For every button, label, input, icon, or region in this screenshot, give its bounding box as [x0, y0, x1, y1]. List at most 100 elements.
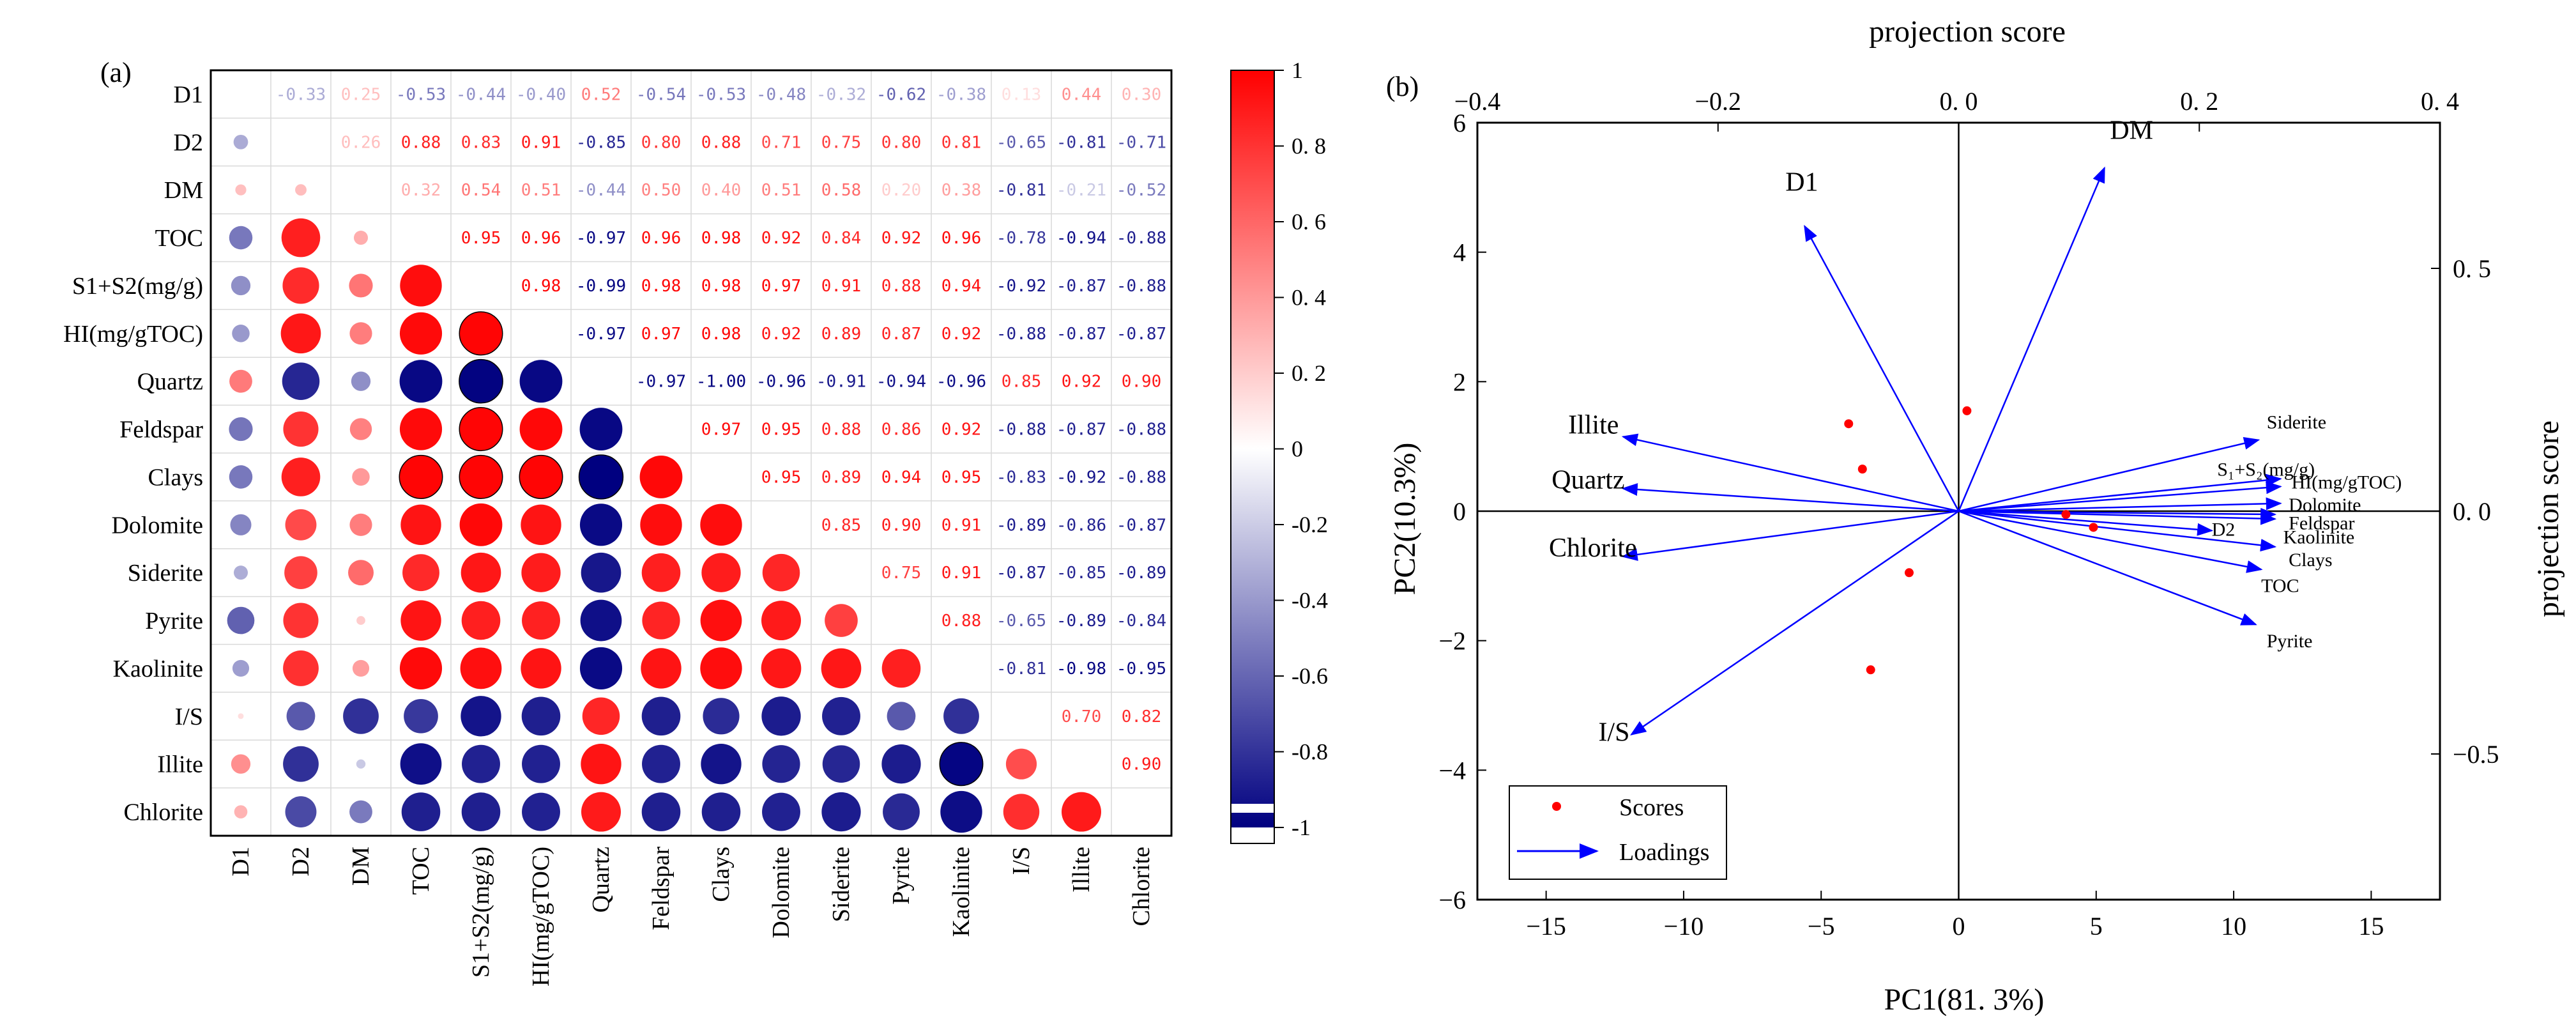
corr-value-D2-Siderite: 0.75: [821, 133, 862, 152]
corr-value-Siderite-I/S: -0.87: [996, 564, 1046, 583]
row-labels: D1 D2 DM TOC S1+S2(mg/g) HI(mg/gTOC) Quartz Fel…: [63, 81, 203, 826]
corr-circle-Dolomite-Clays: [700, 503, 742, 546]
row-label: Clays: [148, 464, 203, 491]
colorbar-gap: [1231, 804, 1274, 813]
loading-arrow-Siderite: [1958, 437, 2260, 512]
corr-value-Clays-Chlorite: -0.88: [1117, 468, 1166, 487]
x-tick-label: −10: [1664, 912, 1704, 941]
loading-arrow-DM: [1958, 166, 2105, 512]
corr-circle-Siderite-Feldspar: [641, 553, 681, 592]
corr-circle-Illite-Quartz: [581, 744, 621, 785]
loading-vectors: D1 DM Illite Quartz Chlorite I/S Siderite S₁+S₂…: [1549, 116, 2402, 747]
corr-value-D2-Illite: -0.81: [1056, 133, 1106, 152]
corr-value-DM-Chlorite: -0.52: [1117, 181, 1166, 200]
corr-value-D1-S1+S2(mg/g): -0.44: [456, 85, 506, 104]
corr-value-D2-I/S: -0.65: [996, 133, 1046, 152]
corr-circle-Clays-HI(mg/gTOC): [519, 454, 563, 499]
correlation-cells: -0.33 0.25 -0.53 -0.44 -0.40 0.52 -0.54 -0.53 -0…: [227, 85, 1166, 833]
corr-circle-Chlorite-Quartz: [581, 792, 621, 832]
corr-circle-Siderite-Clays: [701, 553, 741, 592]
corr-circle-Siderite-D2: [284, 556, 317, 590]
right-tick-label: −0.5: [2453, 740, 2499, 769]
corr-value-D1-Clays: -0.53: [696, 85, 746, 104]
top-tick-label: 0. 4: [2421, 87, 2459, 116]
loading-arrow-Pyrite: [1958, 510, 2257, 626]
x-tick-label: −5: [1808, 912, 1835, 941]
corr-value-Kaolinite-Illite: -0.98: [1056, 659, 1106, 679]
corr-circle-TOC-DM: [353, 231, 369, 245]
corr-value-DM-I/S: -0.81: [996, 181, 1046, 200]
legend-box: [1509, 785, 1727, 880]
corr-value-S1+S2(mg/g)-Chlorite: -0.88: [1117, 277, 1166, 296]
corr-value-DM-Dolomite: 0.51: [761, 181, 802, 200]
corr-circle-TOC-D2: [281, 218, 321, 258]
corr-value-HI(mg/gTOC)-Illite: -0.87: [1056, 325, 1106, 344]
corr-value-Pyrite-I/S: -0.65: [996, 611, 1046, 631]
corr-value-TOC-Quartz: -0.97: [576, 229, 626, 248]
corr-value-Kaolinite-Chlorite: -0.95: [1117, 659, 1166, 679]
colorbar-tick-label: 0: [1292, 436, 1303, 462]
correlation-grid: [211, 70, 1171, 836]
corr-circle-I/S-TOC: [404, 698, 438, 734]
corr-circle-I/S-D2: [286, 702, 316, 731]
loading-arrow-S₁+S₂(mg/g): [1958, 473, 2282, 512]
corr-value-TOC-Pyrite: 0.92: [881, 229, 922, 248]
score-point-4: [2061, 510, 2071, 519]
biplot-ticks: −15 −10 −5 0 5 10 15 6 4 2 0 −2 −4 −6 −0.4 −0.2 0. 0 0. 2…: [1438, 87, 2499, 941]
panel-b-pca-biplot: (b) projection score PC1(81. 3%) PC2(10.…: [1386, 15, 2565, 1017]
corr-circle-Quartz-DM: [351, 371, 371, 391]
corr-circle-Chlorite-TOC: [401, 792, 441, 831]
corr-circle-Chlorite-I/S: [1003, 794, 1040, 830]
corr-value-D1-Dolomite: -0.48: [756, 85, 806, 104]
corr-value-Quartz-Dolomite: -0.96: [756, 373, 806, 392]
colorbar-tick-label: -0.8: [1292, 739, 1328, 765]
corr-value-Feldspar-Kaolinite: 0.92: [941, 420, 982, 440]
corr-value-Clays-Kaolinite: 0.95: [941, 468, 982, 487]
corr-value-Quartz-Feldspar: -0.97: [636, 373, 686, 392]
loading-label-DM: DM: [2110, 116, 2153, 145]
colorbar-tick-label: -0.6: [1292, 663, 1328, 689]
corr-value-DM-Clays: 0.40: [701, 181, 742, 200]
corr-circle-Illite-S1+S2(mg/g): [462, 744, 500, 783]
corr-value-Feldspar-Pyrite: 0.86: [881, 420, 922, 440]
colorbar-tick-label: -0.2: [1292, 512, 1328, 537]
corr-value-S1+S2(mg/g)-I/S: -0.92: [996, 277, 1046, 296]
corr-circle-I/S-Kaolinite: [943, 698, 979, 734]
corr-circle-Illite-Dolomite: [762, 745, 800, 783]
corr-circle-Siderite-S1+S2(mg/g): [461, 552, 501, 593]
right-tick-label: 0. 0: [2453, 497, 2491, 526]
corr-circle-Kaolinite-Quartz: [579, 647, 623, 690]
corr-value-Feldspar-Chlorite: -0.88: [1117, 420, 1166, 440]
colorbar-gradient: [1231, 70, 1274, 827]
corr-value-S1+S2(mg/g)-Illite: -0.87: [1056, 277, 1106, 296]
corr-circle-Clays-D1: [229, 465, 253, 489]
corr-value-D1-HI(mg/gTOC): -0.40: [516, 85, 566, 104]
corr-value-D2-Dolomite: 0.71: [761, 133, 802, 152]
corr-value-D1-Chlorite: 0.30: [1122, 85, 1162, 104]
corr-value-TOC-Siderite: 0.84: [821, 229, 862, 248]
x-tick-label: 10: [2221, 912, 2246, 941]
matrix-frame: [210, 69, 1173, 837]
corr-circle-Illite-Feldspar: [642, 744, 680, 783]
corr-circle-Quartz-TOC: [399, 360, 443, 403]
loading-label-Dolomite: Dolomite: [2289, 495, 2361, 516]
corr-value-Feldspar-Siderite: 0.88: [821, 420, 862, 440]
corr-value-Clays-Dolomite: 0.95: [761, 468, 802, 487]
corr-circle-Pyrite-D1: [227, 606, 255, 634]
corr-value-D2-Quartz: -0.85: [576, 133, 626, 152]
corr-value-HI(mg/gTOC)-Siderite: 0.89: [821, 325, 862, 344]
colorbar-tick-label: -1: [1292, 815, 1311, 840]
column-label: Dolomite: [768, 847, 795, 939]
column-label: Siderite: [828, 847, 855, 922]
corr-value-D2-Kaolinite: 0.81: [941, 133, 982, 152]
corr-value-S1+S2(mg/g)-Siderite: 0.91: [821, 277, 862, 296]
corr-value-D2-HI(mg/gTOC): 0.91: [521, 133, 561, 152]
corr-circle-Kaolinite-Feldspar: [641, 648, 682, 689]
corr-circle-DM-D2: [295, 184, 307, 196]
corr-circle-I/S-Pyrite: [887, 702, 916, 731]
corr-circle-HI(mg/gTOC)-D2: [280, 313, 321, 354]
corr-circle-Dolomite-TOC: [400, 504, 441, 545]
corr-circle-Kaolinite-Dolomite: [761, 648, 802, 689]
loading-arrow-D1: [1804, 224, 1960, 512]
corr-circle-Kaolinite-DM: [352, 659, 370, 677]
